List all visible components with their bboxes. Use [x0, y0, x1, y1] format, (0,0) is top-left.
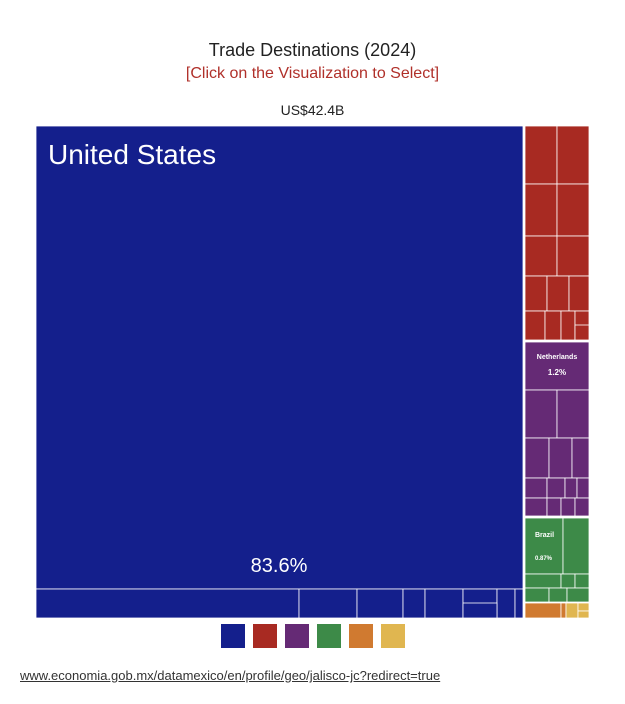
treemap-cell[interactable] [546, 477, 566, 499]
treemap-cell[interactable] [524, 437, 550, 479]
treemap-cell[interactable] [524, 235, 558, 277]
treemap-cell[interactable] [560, 573, 576, 589]
treemap-cell[interactable] [568, 275, 589, 312]
treemap-cell[interactable] [576, 477, 589, 499]
treemap-cell[interactable] [566, 587, 589, 603]
treemap-cell[interactable] [524, 602, 562, 618]
treemap-cell-netherlands[interactable] [524, 341, 589, 391]
legend [0, 624, 625, 648]
treemap-cell[interactable] [514, 588, 524, 618]
treemap-label-netherlands: Netherlands [537, 354, 578, 361]
treemap-cell[interactable] [574, 573, 589, 589]
legend-swatch-south-america[interactable] [316, 624, 341, 648]
treemap-cell[interactable] [462, 602, 498, 618]
treemap-cell[interactable] [556, 126, 589, 185]
legend-swatch-europe[interactable] [252, 624, 277, 648]
treemap-cell[interactable] [356, 588, 404, 618]
treemap-cell-brazil[interactable] [524, 517, 564, 575]
treemap-cell[interactable] [556, 389, 589, 439]
treemap-share-netherlands: 1.2% [548, 368, 566, 377]
treemap-chart[interactable]: United States 83.6% Netherlands 1.2% Brazil 0… [36, 126, 589, 618]
treemap-cell[interactable] [562, 517, 589, 575]
treemap-cell[interactable] [546, 497, 562, 517]
treemap-share-brazil: 0.87% [535, 556, 553, 562]
treemap-cell[interactable] [524, 587, 550, 603]
chart-title: Trade Destinations (2024) [208, 40, 417, 60]
treemap-cell[interactable] [574, 324, 589, 341]
treemap-cell[interactable] [524, 310, 546, 341]
treemap-cell[interactable] [574, 497, 589, 517]
treemap-cell[interactable] [544, 310, 562, 341]
treemap-cell[interactable] [577, 602, 589, 612]
treemap-cell[interactable] [560, 602, 567, 618]
treemap-cell[interactable] [546, 275, 570, 312]
treemap-share-united-states: 83.6% [251, 555, 308, 577]
treemap-cell[interactable] [298, 588, 358, 618]
treemap-cell[interactable] [548, 437, 573, 479]
treemap-cell[interactable] [560, 497, 576, 517]
treemap-cell[interactable] [556, 235, 589, 277]
treemap-cell[interactable] [565, 602, 579, 618]
treemap-cell[interactable] [524, 126, 558, 185]
treemap-cell[interactable] [524, 389, 558, 439]
treemap-cell[interactable] [560, 310, 576, 341]
treemap-cell[interactable] [402, 588, 426, 618]
legend-swatch-asia[interactable] [284, 624, 309, 648]
treemap-cell[interactable] [524, 573, 562, 589]
treemap-cell[interactable] [524, 477, 548, 499]
treemap-cell[interactable] [496, 588, 516, 618]
treemap-label-brazil: Brazil [535, 532, 554, 539]
total-value: US$42.4B [280, 102, 345, 118]
treemap-cell[interactable] [556, 183, 589, 237]
treemap-cell[interactable] [36, 588, 300, 618]
treemap-label-united-states: United States [48, 139, 216, 170]
treemap-cell-united-states[interactable] [36, 126, 524, 590]
legend-swatch-north-america[interactable] [220, 624, 245, 648]
treemap-cell[interactable] [524, 183, 558, 237]
treemap-cell[interactable] [524, 497, 548, 517]
treemap-cell[interactable] [548, 587, 568, 603]
treemap-cell[interactable] [524, 275, 548, 312]
legend-swatch-africa[interactable] [348, 624, 373, 648]
chart-subtitle: [Click on the Visualization to Select] [185, 65, 440, 82]
treemap-cell[interactable] [571, 437, 589, 479]
legend-swatch-oceania[interactable] [380, 624, 405, 648]
treemap-cell[interactable] [564, 477, 578, 499]
treemap-cell[interactable] [424, 588, 464, 618]
treemap-cell[interactable] [577, 610, 589, 618]
source-link[interactable]: www.economia.gob.mx/datamexico/en/profil… [20, 668, 441, 683]
